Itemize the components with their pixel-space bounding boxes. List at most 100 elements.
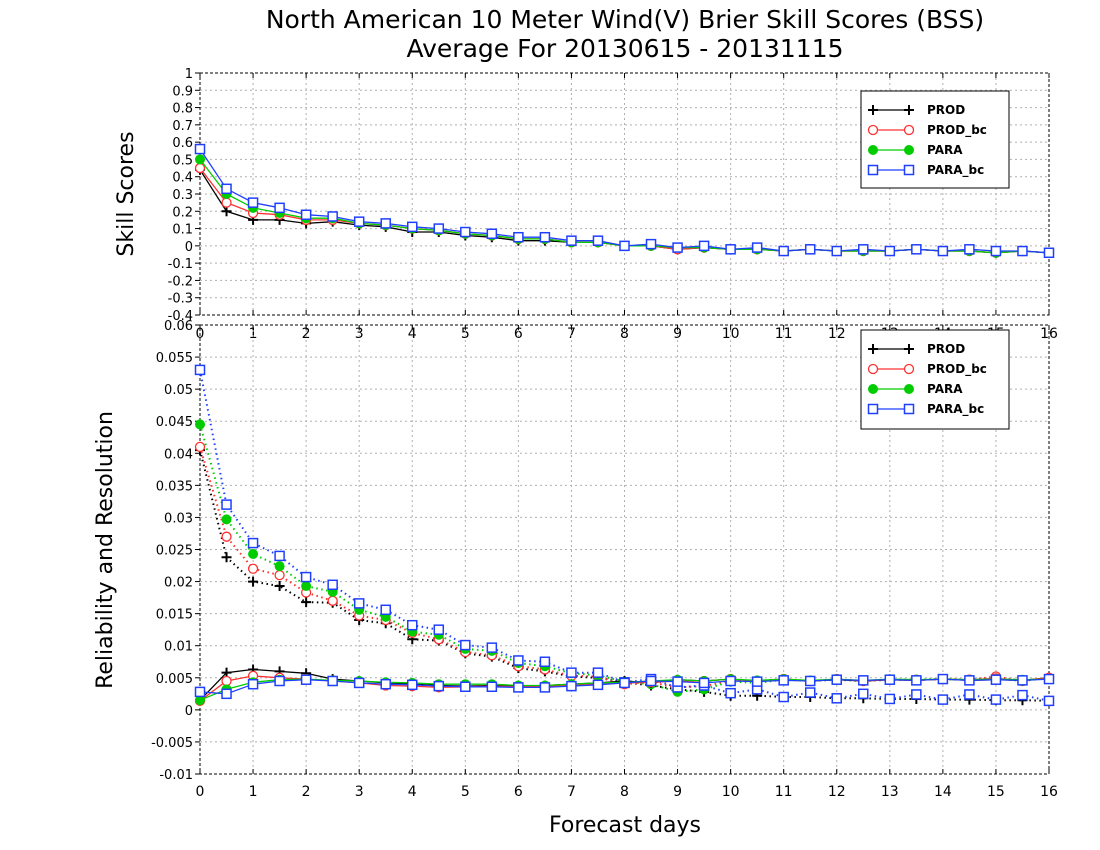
data-point-para-bc-resolution [380,604,391,616]
reliability-resolution-series [194,364,1055,707]
data-point-para-bc-resolution [274,550,285,562]
reliability-resolution-y-ticks: -0.01 -0.005 0 0.005 0.01 0.015 0.02 0.025 0.03 0… [151,319,200,783]
data-point-para-bc-reliability [831,674,842,685]
data-point-para-bc [725,244,736,255]
skill-scores-series [194,143,1055,259]
legend-marker-para [904,145,914,155]
legend-marker-prod [868,105,878,115]
data-point-para-bc [1043,247,1055,259]
data-point-para-bc-reliability [645,675,657,687]
x-tick-label: 1 [249,784,258,800]
data-point-para-bc [566,235,577,246]
skill-scores-panel: -0.4 -0.3 -0.2 -0.1 0 0.1 0.2 0.3 0.4 0.5 0.6 0.7 0.… [114,67,1058,342]
chart-title-line1: North American 10 Meter Wind(V) Brier Sk… [266,5,984,34]
data-point-para-bc-resolution [937,694,949,705]
data-point-para-bc-resolution [884,693,896,705]
x-tick-label: 16 [1040,784,1058,800]
data-point-para-bc-reliability [592,679,604,691]
data-point-prod-bc-resolution [221,531,232,542]
data-point-para-bc-reliability [539,682,551,693]
x-tick-label: 10 [722,326,740,342]
data-point-para-bc-reliability [327,675,338,687]
data-point-para-bc [221,183,232,195]
legend-marker-para-bc [867,164,879,176]
data-point-para-bc-reliability [566,680,577,692]
data-point-para-bc [911,244,922,255]
data-point-para-bc [460,226,471,238]
data-point-prod-bc [194,162,206,174]
data-point-para-bc-resolution [194,364,206,376]
data-point-para-bc-resolution [725,687,736,699]
data-point-para-bc-reliability [300,674,312,685]
data-point-para-bc-resolution [831,693,842,704]
data-point-para-bc-reliability [778,675,789,686]
legend-marker-para [868,145,878,155]
reliability-resolution-gridlines [200,325,1049,774]
data-point-para-bc-resolution [539,656,551,667]
data-point-para-bc-reliability [221,688,232,700]
legend-label-para-bc: PARA_bc [927,163,984,178]
x-tick-label: 14 [934,784,952,800]
legend-label-para-bc: PARA_bc [927,402,984,417]
data-point-para-bc [433,223,445,234]
data-point-prod-bc-resolution [194,441,206,453]
y-tick-label: 0.1 [172,223,193,238]
y-tick-label: -0.01 [159,768,193,783]
data-point-para-bc-reliability [990,674,1002,685]
y-tick-label: 0.055 [156,351,193,366]
reliability-resolution-x-ticks: 0 1 2 3 4 5 6 7 8 9 10 11 12 13 14 15 16 [196,325,1058,800]
y-tick-label: 0.9 [172,84,193,99]
legend-marker-prod [868,344,878,354]
legend-marker-para-bc [867,403,879,415]
data-point-para-bc-reliability [513,682,524,693]
y-tick-label: 0.01 [164,640,193,655]
y-tick-label: 1 [185,67,193,82]
data-point-para-bc [194,143,206,155]
y-tick-label: 0.005 [156,672,193,687]
legend-marker-prod-bc [903,124,915,136]
data-point-para-bc-reliability [194,686,206,698]
y-tick-label: 0 [185,240,193,255]
data-point-para-bc-resolution [221,499,232,510]
data-point-para-bc [990,245,1002,257]
data-point-para-bc-resolution [300,571,312,583]
reliability-resolution-legend: PROD PROD_bc PARA PARA_bc [860,329,1010,430]
data-point-para-bc [274,202,285,214]
y-tick-label: 0.02 [164,576,193,591]
data-point-para-bc [380,218,391,229]
legend-marker-prod [904,344,914,354]
y-tick-label: 0.06 [164,319,193,334]
skill-scores-y-ticks: -0.4 -0.3 -0.2 -0.1 0 0.1 0.2 0.3 0.4 0.5 0.6 0.7 0.… [168,67,200,324]
data-point-para-resolution [274,561,285,572]
y-tick-label: 0.04 [164,447,193,462]
skill-scores-legend: PROD PROD_bc PARA PARA_bc [860,90,1010,189]
x-tick-label: 6 [514,784,523,800]
data-point-prod-bc-reliability [221,675,232,687]
legend-marker-prod-bc [867,363,879,375]
legend-label-prod: PROD [927,342,965,356]
x-axis-label: Forecast days [549,813,701,838]
data-point-para-bc-reliability [247,678,259,690]
data-point-para-bc [858,244,869,255]
chart-title-line2: Average For 20130615 - 20131115 [406,34,843,63]
y-tick-label: -0.1 [168,257,193,272]
data-point-para-bc-resolution [460,639,471,651]
data-point-para-bc-resolution [858,688,869,700]
data-point-para-bc [672,242,683,253]
x-tick-label: 6 [514,326,523,342]
x-tick-label: 3 [355,326,364,342]
data-point-para-bc-resolution [513,655,524,666]
y-tick-label: 0.7 [172,119,193,134]
y-tick-label: 0.8 [172,102,193,117]
data-point-para-bc-reliability [672,676,683,687]
y-tick-label: 0.4 [172,171,193,186]
x-tick-label: 5 [461,326,470,342]
x-tick-label: 12 [828,784,846,800]
y-tick-label: 0 [185,704,193,719]
x-tick-label: 4 [408,326,417,342]
x-tick-label: 2 [302,784,311,800]
y-tick-label: 0.05 [164,383,193,398]
x-tick-label: 7 [567,326,576,342]
data-point-para-resolution [301,581,312,592]
